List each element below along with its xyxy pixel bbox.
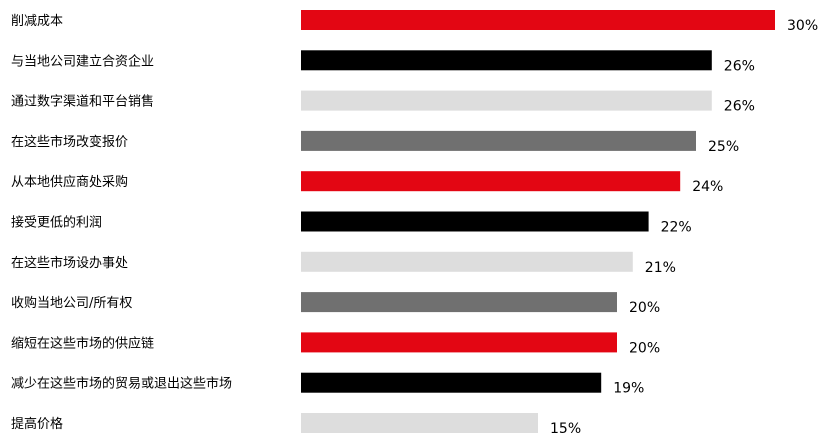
bar	[301, 372, 602, 393]
value-label: 21%	[645, 260, 676, 276]
value-label: 26%	[724, 58, 755, 74]
category-label: 缩短在这些市场的供应链	[11, 335, 154, 351]
category-label: 在这些市场改变报价	[11, 134, 128, 150]
bar	[301, 130, 696, 151]
value-label: 25%	[708, 139, 739, 155]
bar	[301, 413, 538, 433]
value-label: 30%	[787, 18, 818, 34]
category-label: 在这些市场设办事处	[11, 255, 128, 271]
value-label: 26%	[724, 99, 755, 115]
bar	[301, 251, 633, 272]
bar	[301, 211, 649, 232]
category-label: 从本地供应商处采购	[11, 174, 128, 190]
category-label: 提高价格	[11, 416, 63, 432]
bar	[301, 90, 712, 111]
value-label: 24%	[692, 179, 723, 195]
category-label: 收购当地公司/所有权	[11, 295, 132, 311]
value-label: 19%	[613, 381, 644, 397]
value-label: 22%	[661, 220, 692, 236]
value-label: 20%	[629, 340, 660, 356]
category-label: 接受更低的利润	[11, 215, 102, 231]
bar	[301, 292, 617, 313]
category-labels: 削减成本与当地公司建立合资企业通过数字渠道和平台销售在这些市场改变报价从本地供应…	[11, 14, 232, 432]
value-label: 20%	[629, 300, 660, 316]
value-labels: 30% 26% 26% 25% 24% 22% 21% 20% 20% 19% 15%	[550, 18, 818, 433]
category-label: 削减成本	[11, 14, 63, 29]
value-label: 15%	[550, 421, 581, 433]
bar	[301, 332, 617, 353]
bar	[301, 10, 775, 30]
bars	[301, 10, 775, 433]
bar	[301, 171, 681, 192]
bar	[301, 50, 712, 71]
category-label: 减少在这些市场的贸易或退出这些市场	[11, 376, 232, 392]
category-label: 通过数字渠道和平台销售	[11, 94, 154, 110]
category-label: 与当地公司建立合资企业	[11, 53, 154, 69]
